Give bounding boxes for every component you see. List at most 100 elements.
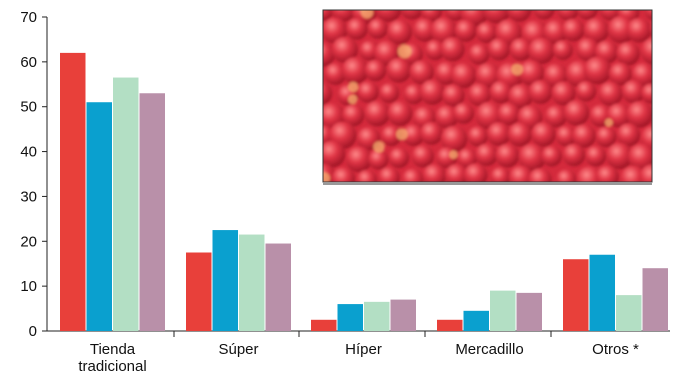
bar [463, 310, 489, 331]
bar [311, 319, 337, 331]
fruit [555, 125, 577, 147]
red-apples-photo [322, 9, 676, 185]
fruit [653, 103, 676, 127]
fruit [495, 143, 520, 168]
bar [113, 77, 139, 331]
fruit-highlight [373, 141, 385, 153]
fruit [454, 19, 477, 42]
category-label: Tienda [90, 341, 136, 358]
fruit [626, 101, 652, 128]
fruit [486, 122, 511, 146]
fruit [345, 146, 372, 173]
fruit [508, 165, 534, 182]
fruit [489, 80, 513, 104]
fruit [626, 17, 652, 43]
fruit [621, 80, 646, 104]
fruit [543, 19, 568, 45]
fruit [652, 143, 676, 169]
bar [390, 299, 416, 331]
fruit [368, 149, 389, 170]
fruit [528, 80, 553, 104]
fruit [324, 62, 347, 85]
y-tick-label: 50 [20, 99, 37, 116]
fruit [561, 18, 585, 42]
fruit [440, 125, 468, 153]
fruit [639, 164, 652, 182]
fruit [606, 142, 633, 170]
fruit [490, 166, 511, 182]
category-label: Híper [345, 341, 382, 358]
bar [642, 268, 668, 331]
fruit [607, 15, 636, 44]
fruit [444, 163, 469, 182]
fruit [606, 103, 632, 128]
fruit [323, 140, 346, 168]
fruit [451, 62, 477, 89]
fruit [583, 56, 612, 85]
fruit [412, 18, 437, 42]
category-label: Mercadillo [455, 341, 523, 358]
fruit [323, 10, 334, 21]
fruit [585, 145, 607, 167]
fruit [357, 81, 379, 103]
fruit [386, 57, 412, 83]
fruit-highlight [449, 150, 458, 159]
fruit-highlight [604, 118, 613, 127]
fruit [556, 10, 579, 21]
fruit [551, 81, 576, 106]
fruit [616, 123, 641, 147]
fruit-highlight [323, 172, 331, 182]
fruit [475, 62, 501, 89]
fruit [518, 143, 546, 171]
fruit [323, 17, 348, 44]
fruit [402, 124, 425, 147]
bar [516, 292, 542, 331]
bar [490, 290, 516, 331]
fruit [555, 169, 577, 182]
fruit [595, 126, 617, 148]
y-tick-label: 60 [20, 54, 37, 71]
fruit-highlight [511, 63, 524, 76]
fruit [552, 39, 573, 60]
photo-frame [322, 9, 653, 183]
fruit [518, 60, 545, 86]
fruit [468, 43, 490, 65]
fruit [507, 122, 532, 147]
fruit [497, 102, 520, 126]
fruit [576, 37, 600, 62]
fruit [346, 17, 368, 40]
fruit [644, 10, 652, 21]
bar [239, 234, 265, 331]
bar [212, 230, 238, 331]
fruit [388, 147, 410, 168]
y-tick-label: 40 [20, 144, 37, 161]
fruit [528, 168, 552, 182]
fruit [420, 121, 443, 145]
fruit [452, 102, 475, 124]
fruit [379, 82, 400, 103]
y-tick-label: 30 [20, 188, 37, 205]
fruit [341, 56, 369, 84]
fruit-highlight [348, 94, 358, 105]
fruit [401, 168, 424, 182]
fruit [575, 80, 597, 102]
fruit [457, 148, 478, 169]
fruit [533, 10, 555, 20]
fruit [576, 10, 598, 20]
fruit [411, 145, 434, 168]
fruit [528, 37, 555, 64]
fruit [387, 100, 413, 126]
fruit [435, 105, 459, 129]
fruit [419, 79, 445, 105]
category-label: Súper [218, 341, 258, 358]
fruit [400, 10, 424, 20]
y-tick-label: 20 [20, 233, 37, 250]
fruit [544, 105, 567, 128]
fruit [508, 84, 533, 109]
fruit [409, 60, 434, 85]
fruit [356, 169, 378, 182]
fruit-highlight [347, 81, 359, 93]
bar [337, 304, 363, 331]
fruit [649, 20, 652, 37]
